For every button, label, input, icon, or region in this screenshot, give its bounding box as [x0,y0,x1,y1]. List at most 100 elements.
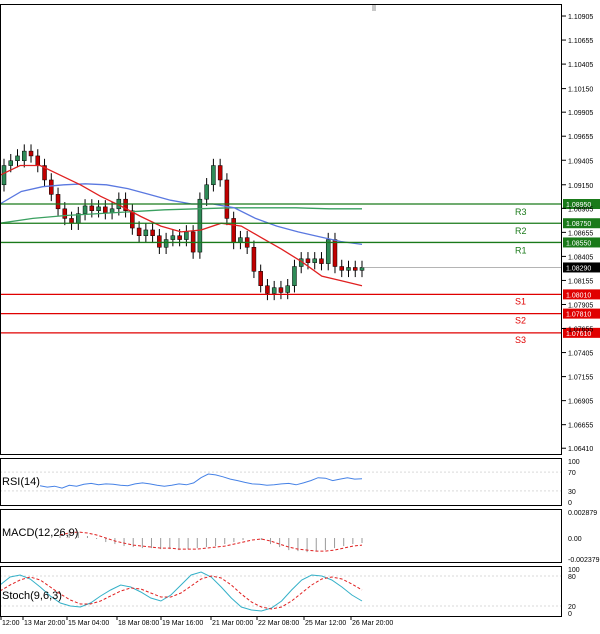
candle-body [339,266,344,271]
rsi-axis-label: 0 [568,500,572,507]
time-axis-label: 15 Mar 04:00 [68,620,109,627]
price-axis-label: 1.09405 [568,158,593,165]
candle-body [123,198,128,211]
macd-signal-line [59,531,363,552]
current-price-label: 1.08290 [566,265,591,272]
level-name-s3: S3 [515,335,526,345]
candle-body [157,235,162,248]
macd-axis-label: -0.002379 [568,557,600,564]
pane-frame-3 [0,566,562,617]
price-axis-label: 1.08655 [568,230,593,237]
candle-body [224,179,230,219]
price-axis-label: 1.06905 [568,399,593,406]
price-axis-label: 1.06410 [568,446,593,453]
macd-axis-label: 0.00 [568,536,582,543]
price-axis-label: 1.07155 [568,375,593,382]
candle-body [82,205,88,214]
chart-shift-marker [372,5,376,11]
candle-body [197,198,203,253]
time-axis-label: 18 Mar 08:00 [118,620,159,627]
pane-frame-2 [0,509,562,563]
candle-body [352,267,358,271]
candle-body [359,267,365,271]
level-name-r2: R2 [515,226,527,236]
candle-body [258,271,263,286]
level-price-label: 1.07810 [566,312,591,319]
candle-body [130,210,135,229]
candle-body [35,155,41,166]
level-price-tag [563,289,600,300]
candle-body [292,266,297,286]
macd-title: MACD(12,26,9) [2,527,78,539]
level-price-tag [563,237,600,248]
rsi-axis-label: 70 [568,470,576,477]
price-axis-label: 1.09905 [568,110,593,117]
price-axis-label: 1.10405 [568,62,593,69]
candle-body [96,206,101,211]
candle-body [28,150,34,157]
stoch-title: Stoch(9,6,3) [2,590,62,602]
candle-body [55,194,61,210]
candle-body [231,218,236,243]
price-axis-label: 1.08405 [568,254,593,261]
candle-body [69,218,74,224]
candle-body [217,165,223,181]
time-axis-label: 22 Mar 08:00 [258,620,299,627]
pane-frame-0 [0,4,562,455]
level-price-tag [563,308,600,319]
candle-body [143,229,149,236]
moving-average-mid-line [0,183,363,246]
time-axis-label: 21 Mar 00:00 [212,620,253,627]
level-price-label: 1.07610 [566,331,591,338]
price-axis-label: 1.10150 [568,87,593,94]
candle-body [332,239,338,267]
candle-body [49,179,54,195]
candle-body [204,184,209,200]
candle-body [89,205,95,211]
level-price-tag [563,327,600,338]
candle-body [285,285,290,293]
stoch-axis-label: 0 [568,611,572,618]
candle-body [184,231,189,240]
candle-body [1,165,7,186]
stoch-axis-label: 100 [568,567,580,574]
level-name-s1: S1 [515,296,526,306]
candle-body [103,206,108,213]
stoch-axis-label: 80 [568,574,576,581]
price-axis-label: 1.07405 [568,351,593,358]
stoch-axis-label: 20 [568,604,576,611]
level-price-label: 1.08550 [566,240,591,247]
stoch-main-line [0,571,363,612]
candle-body [312,258,317,263]
candle-body [170,235,176,240]
candle-body [305,258,311,263]
candle-body [238,237,243,243]
candle-body [271,287,277,294]
candle-body [163,239,169,248]
level-price-tag [563,218,600,229]
time-axis-label: 19 Mar 16:00 [162,620,203,627]
macd-axis-label: 0.002879 [568,510,597,517]
pane-frame-1 [0,458,562,506]
level-name-s2: S2 [515,316,526,326]
candle-body [265,285,270,294]
candle-body [42,165,47,181]
price-axis-label: 1.08155 [568,278,593,285]
price-axis-label: 1.08905 [568,206,593,213]
candle-body [15,155,20,161]
candle-body [109,208,115,213]
candle-body [346,267,351,271]
candle-body [136,227,142,236]
current-price-tag [563,262,600,273]
level-price-label: 1.08750 [566,221,591,228]
candle-body [150,229,155,236]
candle-body [319,258,324,264]
candle-body [251,247,257,272]
price-axis-label: 1.09655 [568,134,593,141]
candle-body [211,165,216,186]
price-axis-label: 1.06655 [568,423,593,430]
price-axis-label: 1.07905 [568,302,593,309]
rsi-title: RSI(14) [2,476,40,488]
